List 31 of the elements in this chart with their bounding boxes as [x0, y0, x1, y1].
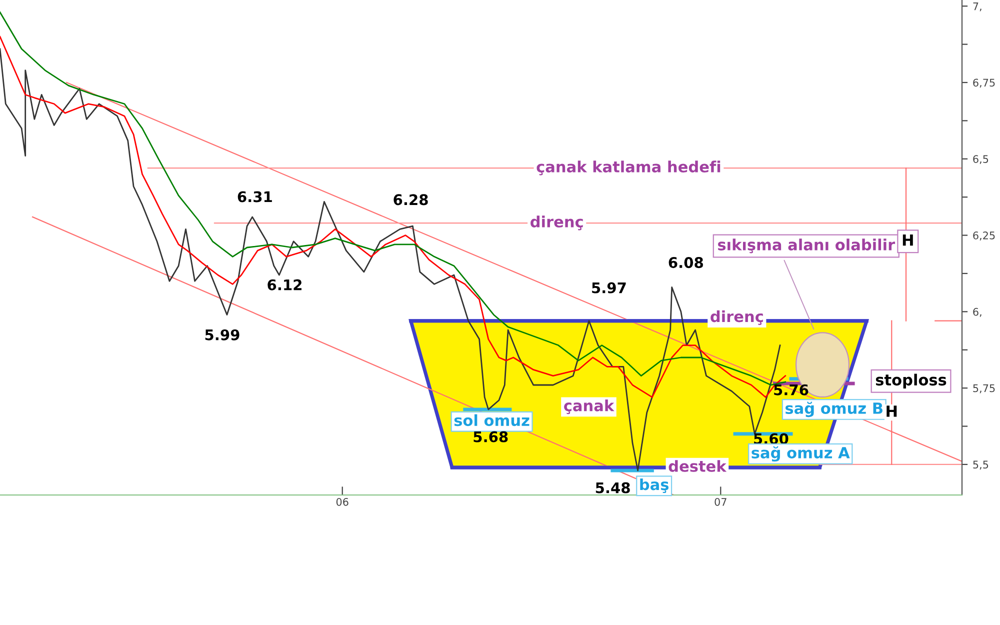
annotation: sağ omuz A	[752, 446, 850, 462]
y-tick-label: 6,5	[973, 155, 988, 164]
annotation: 5.99	[205, 329, 240, 340]
annotation: çanak katlama hedefi	[536, 160, 720, 176]
y-tick-label: 6,25	[973, 232, 995, 240]
y-tick-label: 6,75	[973, 78, 995, 88]
annotation: H	[886, 406, 897, 417]
annotation: direnç	[710, 310, 763, 325]
annotation: H	[902, 234, 913, 246]
annotation: sağ omuz B	[786, 402, 882, 418]
annotation: çanak	[564, 399, 614, 414]
annotation: direnç	[530, 216, 583, 230]
y-tick-label: 5,75	[973, 384, 995, 394]
y-tick-label: 5,5	[973, 460, 988, 470]
annotation: 6.12	[268, 279, 302, 290]
annotation: 6.31	[238, 191, 272, 202]
annotation: destek	[668, 460, 727, 472]
annotation: sıkışma alanı olabilir	[718, 238, 896, 254]
annotation: 5.97	[592, 282, 626, 294]
annotation: 5.48	[596, 482, 630, 494]
annotation: 6.08	[668, 257, 703, 268]
annotation: 5.60	[754, 433, 788, 444]
annotation: 5.68	[474, 431, 508, 442]
annotation: baş	[640, 478, 669, 494]
annotation: sol omuz	[454, 414, 530, 426]
annotation: stoploss	[876, 374, 946, 389]
y-tick-label: 6,	[973, 308, 982, 317]
y-tick-label: 7,	[973, 2, 982, 12]
annotation: 6.28	[394, 194, 428, 206]
x-tick-label: 06	[336, 498, 348, 506]
x-tick-label: 07	[714, 498, 726, 506]
